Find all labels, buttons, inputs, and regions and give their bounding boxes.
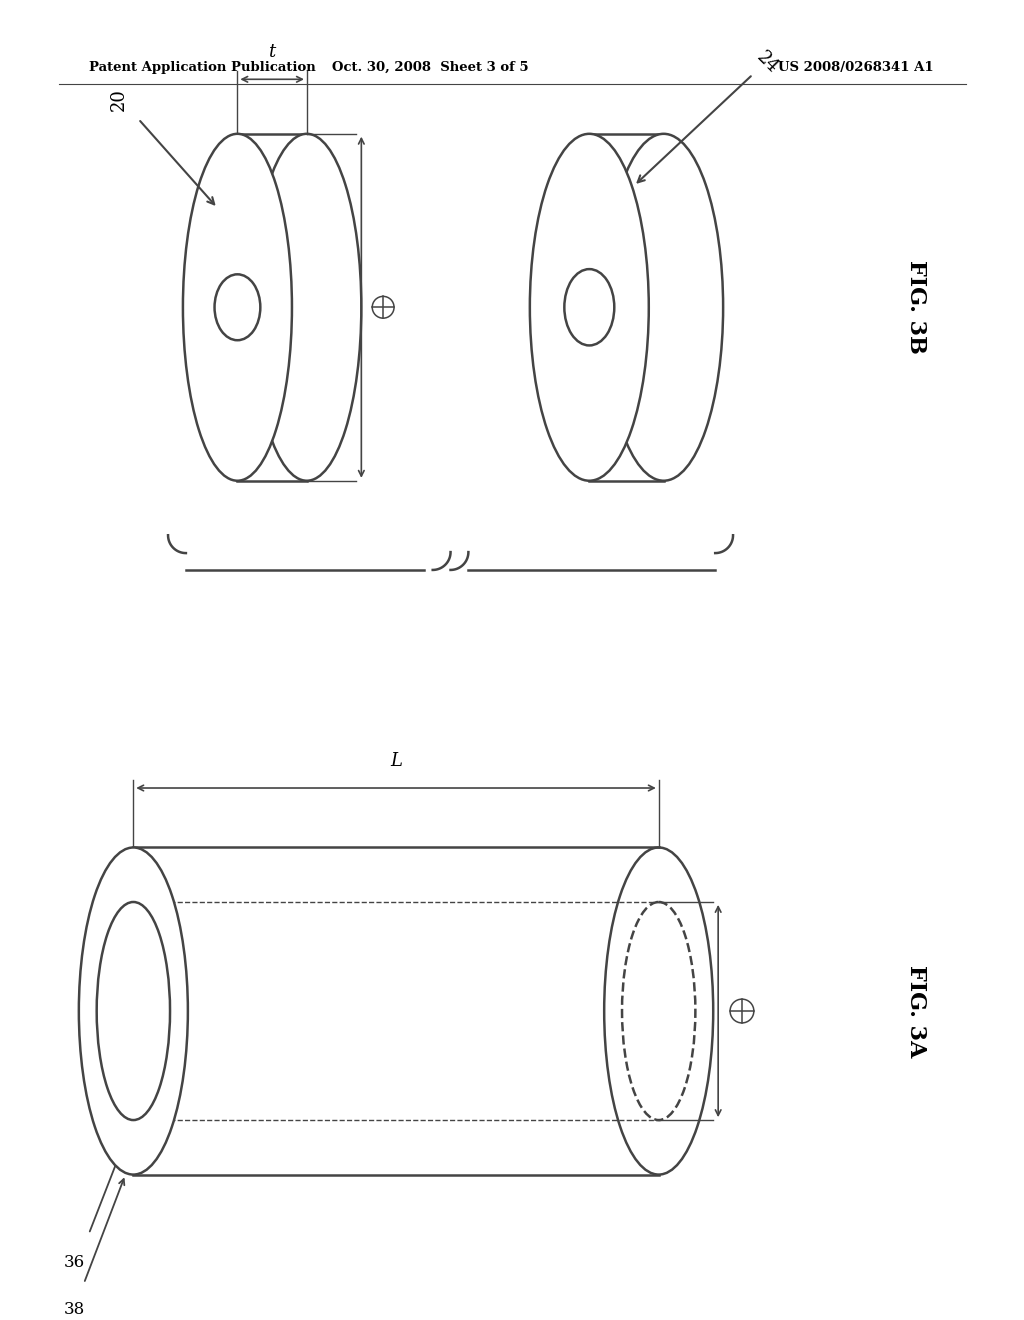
Ellipse shape: [79, 847, 187, 1175]
Ellipse shape: [529, 133, 649, 480]
Text: 20: 20: [110, 87, 128, 111]
Text: L: L: [390, 752, 402, 770]
Text: FIG. 3B: FIG. 3B: [905, 260, 928, 354]
Ellipse shape: [604, 847, 713, 1175]
Ellipse shape: [183, 133, 292, 480]
Text: 38: 38: [63, 1302, 85, 1319]
Text: 24: 24: [754, 48, 782, 77]
Text: FIG. 3A: FIG. 3A: [905, 965, 928, 1057]
Text: t: t: [268, 44, 275, 62]
Text: Patent Application Publication: Patent Application Publication: [89, 61, 315, 74]
Ellipse shape: [604, 133, 723, 480]
Text: US 2008/0268341 A1: US 2008/0268341 A1: [777, 61, 933, 74]
Text: Oct. 30, 2008  Sheet 3 of 5: Oct. 30, 2008 Sheet 3 of 5: [333, 61, 529, 74]
Polygon shape: [133, 847, 658, 1175]
Text: 36: 36: [63, 1254, 84, 1271]
Ellipse shape: [252, 133, 361, 480]
